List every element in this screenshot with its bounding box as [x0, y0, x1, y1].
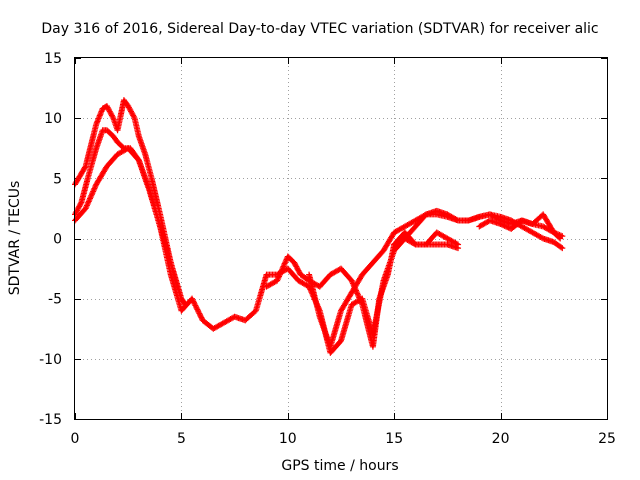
x-tick-label: 15 — [385, 431, 403, 447]
data-series-track-3 — [72, 145, 461, 356]
data-series-track-4 — [264, 229, 462, 349]
y-tick-label: 15 — [44, 51, 62, 67]
y-tick-label: 10 — [44, 111, 62, 127]
y-tick-label: -5 — [48, 292, 62, 308]
x-tick-label: 10 — [279, 431, 297, 447]
chart-title: Day 316 of 2016, Sidereal Day-to-day VTE… — [41, 21, 598, 37]
y-tick-label: 5 — [53, 171, 62, 187]
chart: Day 316 of 2016, Sidereal Day-to-day VTE… — [0, 0, 640, 480]
y-tick-labels: -15 -10 -5 0 5 10 15 — [39, 51, 62, 428]
x-tick-label: 20 — [492, 431, 510, 447]
y-axis-label: SDTVAR / TECUs — [7, 181, 23, 296]
y-tick-label: -10 — [39, 352, 62, 368]
axis-ticks — [75, 58, 608, 420]
y-tick-label: 0 — [53, 232, 62, 248]
x-tick-labels: 0 5 10 15 20 25 — [71, 431, 616, 447]
plot-frame — [75, 58, 608, 420]
x-tick-label: 25 — [598, 431, 616, 447]
x-axis-label: GPS time / hours — [281, 458, 398, 474]
y-tick-label: -15 — [39, 412, 62, 428]
grid — [75, 58, 607, 419]
plot-area — [72, 97, 565, 356]
x-tick-label: 5 — [177, 431, 186, 447]
chart-canvas: Day 316 of 2016, Sidereal Day-to-day VTE… — [0, 0, 640, 480]
x-tick-label: 0 — [71, 431, 80, 447]
